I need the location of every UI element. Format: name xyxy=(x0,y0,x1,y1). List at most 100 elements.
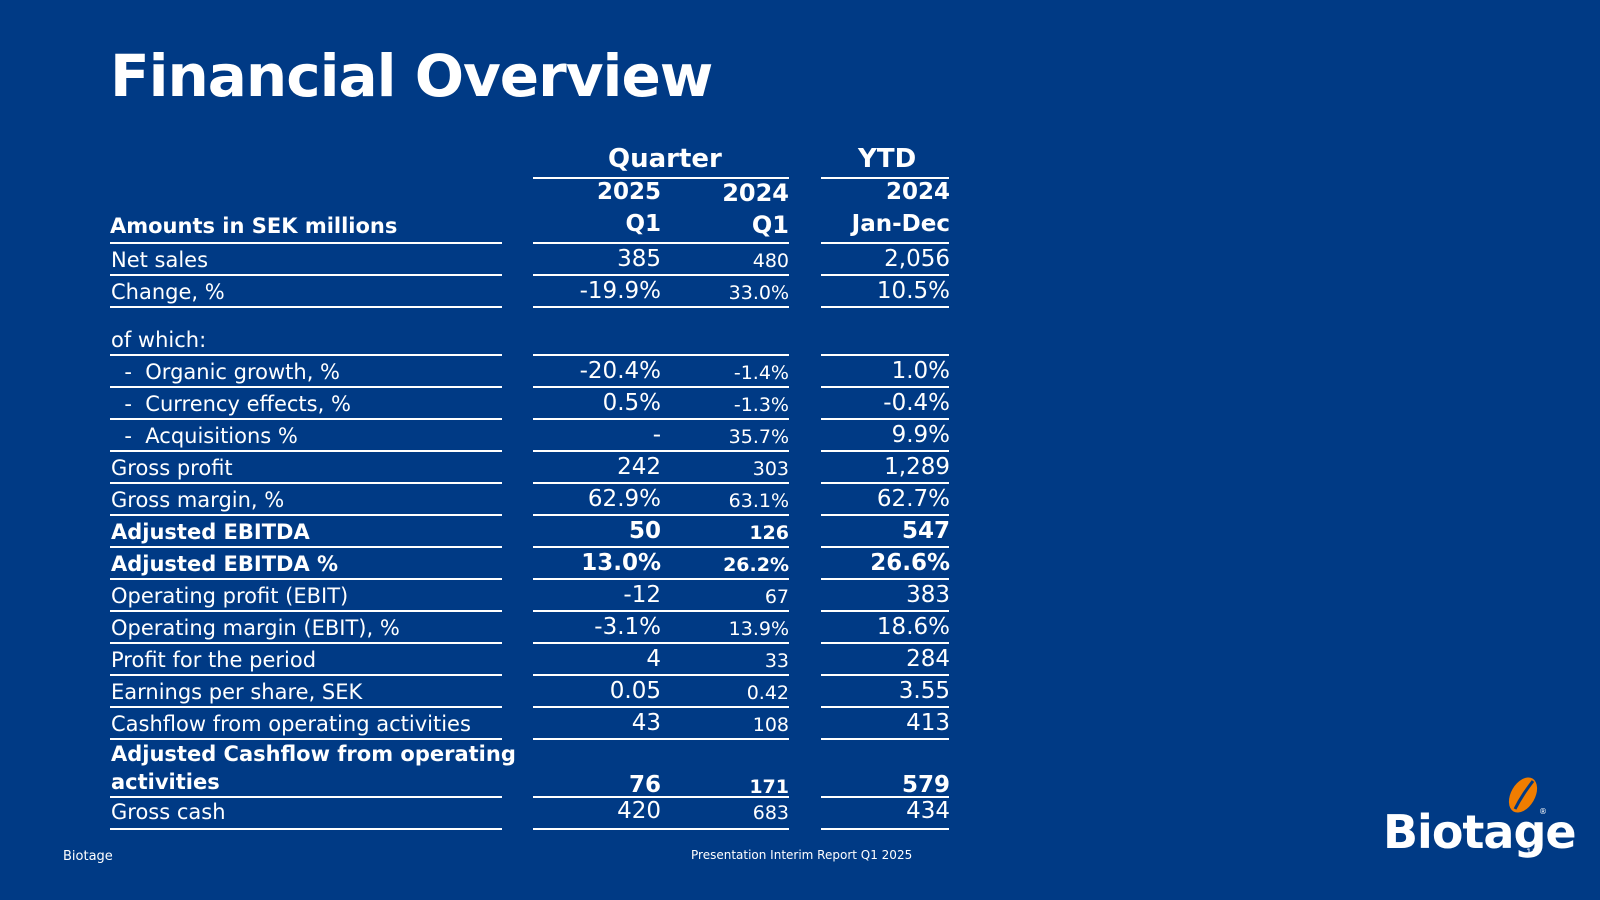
cell-q2024: 126 xyxy=(749,522,789,544)
cell-q2025: 0.05 xyxy=(609,678,661,704)
row-divider xyxy=(821,306,949,308)
row-divider xyxy=(821,274,949,276)
header-col3-period: Jan-Dec xyxy=(851,211,950,237)
row-divider xyxy=(821,642,949,644)
row-divider xyxy=(821,546,949,548)
row-divider xyxy=(110,450,502,452)
cell-ytd: 26.6% xyxy=(870,550,950,576)
cell-ytd: 383 xyxy=(906,582,950,608)
row-divider xyxy=(110,610,502,612)
row-divider xyxy=(821,796,949,798)
row-label: Gross margin, % xyxy=(111,488,285,512)
row-divider xyxy=(110,306,502,308)
cell-q2024: 108 xyxy=(752,714,789,736)
cell-ytd: 1,289 xyxy=(884,454,950,480)
row-divider xyxy=(821,828,949,830)
leaf-icon xyxy=(1508,777,1538,813)
cell-ytd: -0.4% xyxy=(883,390,950,416)
cell-q2025: -20.4% xyxy=(579,358,661,384)
cell-ytd: 579 xyxy=(901,772,950,798)
header-col2-period: Q1 xyxy=(751,211,789,239)
cell-q2024: 480 xyxy=(752,250,789,272)
cell-q2024: 35.7% xyxy=(728,426,789,448)
header-quarter: Quarter xyxy=(608,144,722,174)
row-divider xyxy=(533,514,789,516)
row-divider xyxy=(533,354,789,356)
row-divider xyxy=(110,578,502,580)
row-divider xyxy=(533,642,789,644)
row-label: Earnings per share, SEK xyxy=(111,680,363,704)
cell-q2024: -1.4% xyxy=(733,362,789,384)
row-divider xyxy=(110,674,502,676)
cell-ytd: 1.0% xyxy=(891,358,950,384)
row-label: Adjusted EBITDA % xyxy=(111,552,339,576)
row-divider xyxy=(110,354,502,356)
cell-q2025: -3.1% xyxy=(594,614,661,640)
row-divider xyxy=(533,450,789,452)
row-divider xyxy=(533,578,789,580)
row-divider xyxy=(533,610,789,612)
row-divider xyxy=(533,482,789,484)
footer-report-title: Presentation Interim Report Q1 2025 xyxy=(691,848,913,862)
cell-q2024: 26.2% xyxy=(723,554,789,576)
cell-q2025: 0.5% xyxy=(602,390,661,416)
row-divider xyxy=(821,418,949,420)
cell-q2024: 67 xyxy=(764,586,789,608)
row-label: Gross cash xyxy=(111,800,226,824)
cell-ytd: 547 xyxy=(901,518,950,544)
row-divider xyxy=(533,386,789,388)
row-label: Adjusted EBITDA xyxy=(111,520,310,544)
row-label: of which: xyxy=(111,328,207,352)
row-label: Operating profit (EBIT) xyxy=(111,584,349,608)
row-divider xyxy=(110,386,502,388)
row-divider xyxy=(821,450,949,452)
page-number: 11 xyxy=(1526,848,1538,858)
row-divider xyxy=(533,674,789,676)
row-divider xyxy=(821,706,949,708)
row-divider xyxy=(821,354,949,356)
row-divider xyxy=(821,578,949,580)
cell-q2024: -1.3% xyxy=(733,394,789,416)
row-label: Cashflow from operating activities xyxy=(111,712,471,736)
row-divider xyxy=(533,738,789,740)
row-divider xyxy=(110,828,502,830)
row-divider xyxy=(110,274,502,276)
row-divider xyxy=(533,418,789,420)
cell-q2025: 50 xyxy=(628,518,661,544)
cell-ytd: 10.5% xyxy=(876,278,950,304)
row-divider xyxy=(110,796,502,798)
row-divider xyxy=(533,306,789,308)
cell-q2024: 0.42 xyxy=(746,682,789,704)
row-divider xyxy=(110,738,502,740)
header-col1-year: 2025 xyxy=(596,179,661,205)
row-divider xyxy=(110,418,502,420)
cell-q2025: 76 xyxy=(628,772,661,798)
cell-q2024: 13.9% xyxy=(728,618,789,640)
row-divider xyxy=(110,514,502,516)
row-divider xyxy=(533,706,789,708)
page-title: Financial Overview xyxy=(110,42,713,110)
cell-q2025: 43 xyxy=(631,710,661,736)
cell-q2024: 33.0% xyxy=(728,282,789,304)
row-label: - Currency effects, % xyxy=(111,392,351,416)
row-divider xyxy=(821,482,949,484)
cell-ytd: 434 xyxy=(906,798,950,824)
row-divider xyxy=(110,546,502,548)
cell-q2024: 683 xyxy=(752,802,789,824)
registered-mark: ® xyxy=(1539,807,1547,816)
row-divider xyxy=(533,828,789,830)
row-label: Profit for the period xyxy=(111,648,317,672)
header-underline-ytd xyxy=(821,242,949,244)
row-divider xyxy=(821,738,949,740)
cell-q2025: 242 xyxy=(617,454,661,480)
header-ytd-line xyxy=(821,177,949,179)
cell-q2025: -12 xyxy=(623,582,661,608)
cell-ytd: 3.55 xyxy=(898,678,950,704)
cell-ytd: 284 xyxy=(906,646,950,672)
row-divider xyxy=(821,674,949,676)
cell-ytd: 9.9% xyxy=(891,422,950,448)
cell-q2025: 4 xyxy=(646,646,661,672)
row-divider xyxy=(110,706,502,708)
row-label-line2: activities xyxy=(111,770,220,794)
cell-q2025: 62.9% xyxy=(587,486,661,512)
